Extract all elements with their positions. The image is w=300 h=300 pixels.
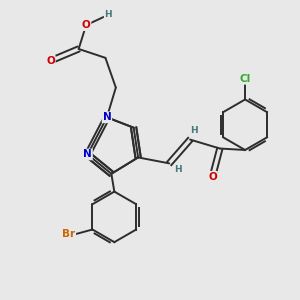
Text: H: H bbox=[190, 126, 197, 135]
Text: Br: Br bbox=[62, 229, 75, 239]
Text: H: H bbox=[105, 10, 112, 19]
Text: O: O bbox=[82, 20, 91, 30]
Text: Cl: Cl bbox=[239, 74, 251, 84]
Text: O: O bbox=[46, 56, 55, 66]
Text: N: N bbox=[103, 112, 111, 122]
Text: O: O bbox=[208, 172, 217, 182]
Text: H: H bbox=[174, 165, 182, 174]
Text: N: N bbox=[83, 149, 92, 160]
